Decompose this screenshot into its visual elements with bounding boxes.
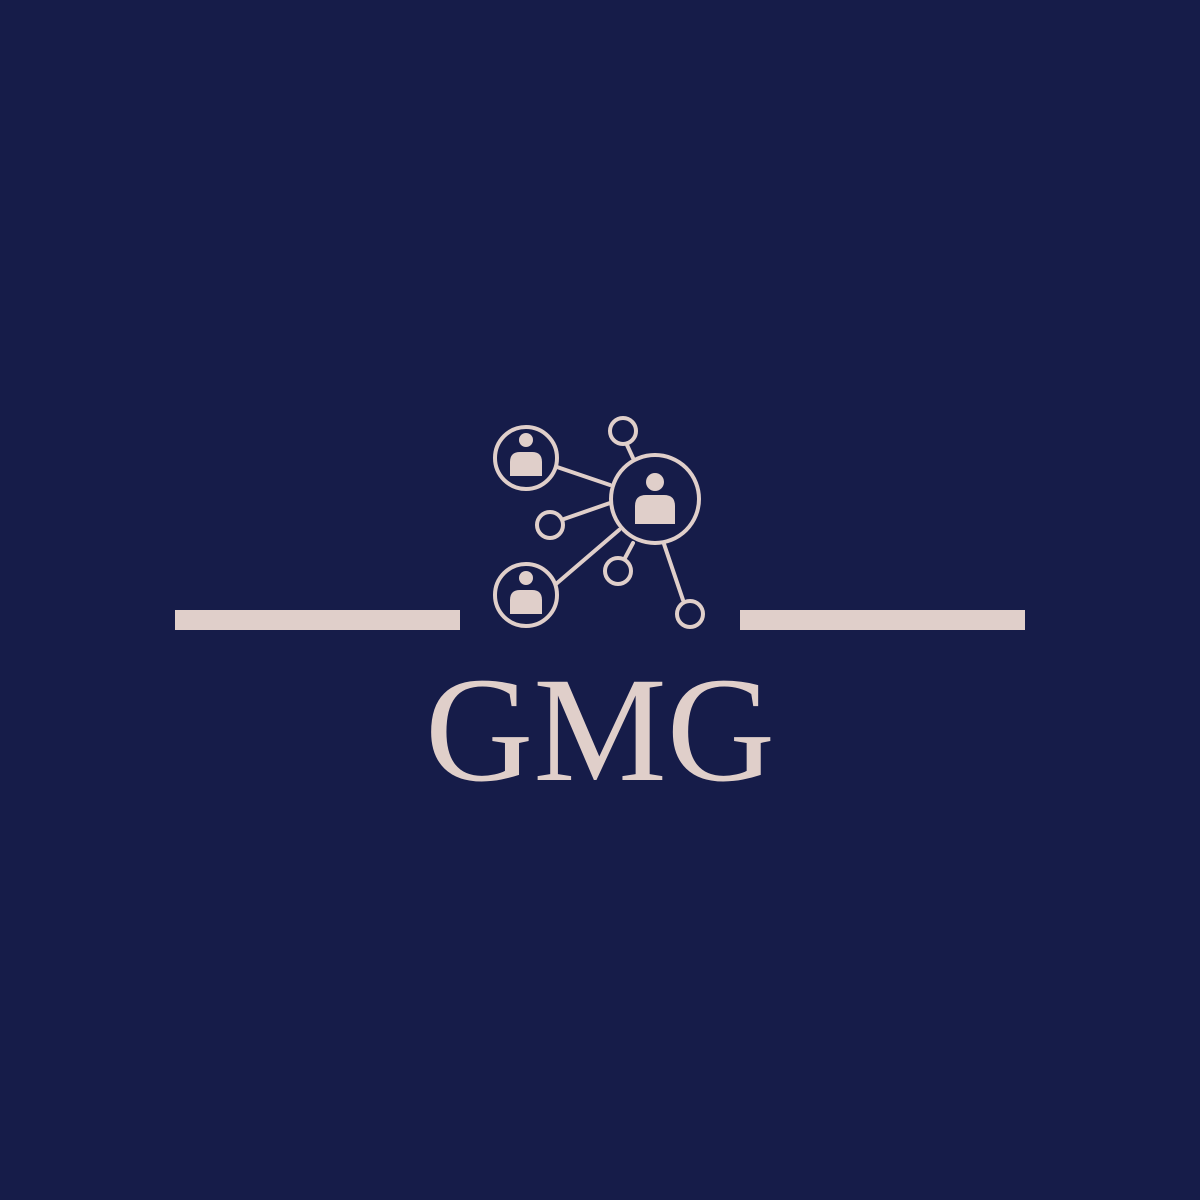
node-dot	[608, 416, 638, 446]
network-link	[555, 465, 612, 487]
node-dot	[603, 556, 633, 586]
user-node-bottom-left	[493, 562, 559, 628]
user-node-top-left	[493, 425, 559, 491]
brand-name: GMG	[424, 647, 776, 813]
people-network-icon	[493, 416, 705, 629]
person-icon	[635, 473, 675, 524]
user-node-center	[609, 453, 701, 545]
network-link	[554, 528, 621, 586]
network-link	[562, 501, 612, 521]
network-link	[662, 542, 685, 602]
node-dot	[675, 599, 705, 629]
person-icon	[510, 433, 542, 476]
network-link	[623, 541, 635, 560]
divider-right	[740, 610, 1025, 630]
person-icon	[510, 571, 542, 614]
network-link	[625, 443, 635, 460]
divider-left	[175, 610, 460, 630]
node-dot	[535, 510, 565, 540]
